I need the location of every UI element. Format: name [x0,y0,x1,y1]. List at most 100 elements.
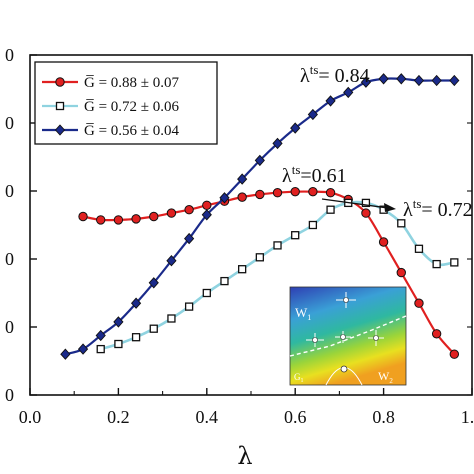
data-point-s2-13 [308,220,318,230]
data-point-s3-11 [237,173,248,185]
inset-label-g1: G1 [294,372,304,384]
data-point-s2-10 [255,253,264,262]
data-point-s2-8 [220,276,229,286]
data-point-s3-14 [290,122,301,134]
data-point-s1-17 [361,208,371,218]
x-axis-label-text: λ [237,442,252,470]
data-point-s2-16 [361,198,371,208]
inset-point-top [343,297,349,303]
y-tick-label: 0 [5,385,14,405]
data-point-s1-8 [202,200,212,210]
data-point-s2-6 [184,302,194,311]
x-axis-label: λ [237,442,252,470]
data-point-s3-3 [95,329,106,342]
legend-marker-1 [55,77,65,87]
data-point-s2-1 [96,344,105,354]
legend-label-3: G̅ = 0.56 ± 0.04 [84,123,180,139]
legend-label-2: G̅ = 0.72 ± 0.06 [84,99,180,115]
data-point-s1-15 [325,188,336,198]
data-point-s1-21 [431,329,442,339]
data-point-s3-18 [360,76,372,88]
inset-point-mid [340,334,346,340]
data-point-s3-10 [219,192,230,204]
series-2 [96,198,459,354]
data-point-s2-18 [397,219,406,228]
annotation-lambda-061: λts=0.61 [282,162,347,187]
data-point-s1-11 [255,189,265,200]
data-point-s2-12 [291,231,300,240]
data-point-s1-2 [96,215,106,225]
data-point-s1-22 [449,349,460,359]
data-point-s2-4 [149,324,158,333]
series-layer [60,73,460,360]
y-tick-label: 0 [5,181,14,201]
data-point-s3-5 [130,297,142,309]
annotation-lambda-084: λts= 0.84 [300,62,370,87]
data-point-s1-13 [290,186,300,197]
data-point-s1-14 [308,186,318,197]
inset-label-w2: W2 [378,369,393,385]
data-point-s3-22 [431,74,442,87]
y-tick-label: 0 [5,45,14,65]
series-3 [60,73,460,360]
data-point-s2-21 [450,258,459,267]
data-point-s1-7 [184,205,194,215]
data-point-s3-8 [184,232,195,245]
x-tick-label: 0.0 [19,407,42,427]
y-tick-label: 0 [5,249,14,269]
legend-marker-2 [55,101,65,111]
y-tick-label: 0 [5,113,14,133]
axes: 0.0 0.2 0.4 0.6 0.8 1.0 0 0 0 0 0 0 [5,45,474,427]
annotations: λts= 0.84 λts=0.61 λts= 0.72 [282,62,473,221]
data-point-s2-9 [238,265,247,274]
data-point-s3-19 [378,73,389,85]
data-point-s1-10 [237,192,247,202]
data-point-s3-20 [396,73,407,85]
data-point-s2-20 [432,259,441,269]
data-point-s3-17 [343,86,354,99]
data-point-s3-2 [77,343,89,355]
data-point-s1-19 [396,267,406,278]
y-tick-label: 0 [5,317,14,337]
inset-point-bottom [340,365,348,373]
annotation-arrow-head [384,203,396,212]
data-point-s2-11 [273,241,282,250]
inset-label-w1: W1 [295,305,311,322]
data-point-s1-18 [378,237,389,247]
data-point-s3-23 [449,74,460,87]
annotation-arrow-shaft [321,198,389,209]
data-point-s2-14 [326,205,335,214]
data-point-s1-20 [414,298,424,308]
data-point-s2-19 [414,244,424,253]
x-tick-label: 0.2 [107,407,130,427]
data-point-s1-5 [149,211,159,222]
data-point-s3-9 [201,209,212,221]
data-point-s1-3 [113,215,124,225]
data-point-s3-1 [60,348,71,360]
data-point-s3-6 [148,277,159,289]
data-point-s2-2 [114,339,123,349]
inset-boundary-line [289,315,407,357]
data-point-s3-13 [272,137,283,150]
data-point-s1-12 [272,188,283,198]
data-point-s1-6 [166,208,177,218]
annotation-lambda-072: λts= 0.72 [403,196,473,221]
data-point-s3-21 [413,74,425,87]
inset-point-right [373,335,379,341]
data-point-s3-16 [325,95,336,107]
inset-heatmap: W1 G1 W2 [289,286,407,386]
data-point-s2-3 [131,333,141,342]
data-point-s3-15 [307,108,318,121]
data-point-s1-4 [131,214,141,224]
x-tick-label: 1.0 [461,407,474,427]
data-point-s2-5 [167,314,176,323]
data-point-s1-1 [78,211,88,222]
legend-label-1: G̅ = 0.88 ± 0.07 [84,75,180,91]
data-point-s2-7 [202,288,211,298]
data-point-s3-12 [254,154,265,167]
x-tick-label: 0.8 [372,407,395,427]
legend-marker-3 [54,124,66,136]
data-point-s3-7 [166,255,177,267]
series-line-1 [82,190,456,355]
